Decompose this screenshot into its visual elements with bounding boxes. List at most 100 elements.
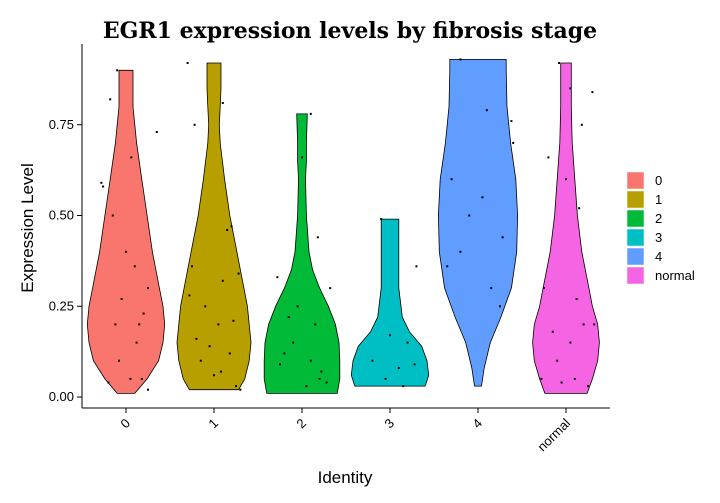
data-point-0-5 <box>147 287 149 290</box>
data-point-normal-15 <box>575 298 578 300</box>
data-point-4-11 <box>450 178 453 181</box>
data-point-normal-12 <box>587 385 589 388</box>
data-point-3-6 <box>413 363 416 366</box>
legend-swatch-1 <box>626 190 645 209</box>
data-point-4-4 <box>501 236 504 239</box>
y-axis-ticks: 0.00 0.25 0.50 0.75 <box>49 117 82 404</box>
data-point-normal-9 <box>556 359 559 362</box>
data-point-2-1 <box>301 156 303 159</box>
data-point-normal-16 <box>560 381 563 384</box>
violin-3 <box>350 218 430 387</box>
x-tick-label-3: 3 <box>381 416 397 432</box>
data-point-2-15 <box>325 381 328 384</box>
data-point-0-15 <box>129 377 132 380</box>
data-point-0-4 <box>142 312 145 315</box>
data-point-4-0 <box>459 58 462 61</box>
data-point-1-0 <box>186 62 189 64</box>
legend-label-4: 4 <box>655 249 662 264</box>
data-point-2-8 <box>309 359 312 362</box>
legend-label-0: 0 <box>655 173 662 188</box>
data-point-2-5 <box>296 305 299 308</box>
violin-normal <box>532 62 600 394</box>
violin-1 <box>176 62 252 391</box>
data-point-normal-3 <box>591 91 594 94</box>
legend-swatch-2 <box>626 209 645 228</box>
data-point-normal-5 <box>565 178 567 181</box>
data-point-4-5 <box>459 250 462 253</box>
x-axis-title: Identity <box>318 468 373 487</box>
x-tick-label-2: 2 <box>293 416 309 432</box>
data-point-1-12 <box>208 345 211 348</box>
data-point-4-6 <box>490 287 493 290</box>
data-point-0-10 <box>138 323 141 326</box>
data-point-2-6 <box>314 323 317 326</box>
data-point-normal-17 <box>593 323 596 326</box>
x-tick-label-1: 1 <box>205 416 221 432</box>
data-point-4-8 <box>468 214 471 217</box>
data-point-2-9 <box>292 341 295 344</box>
data-point-1-10 <box>199 359 202 362</box>
data-point-0-0 <box>100 181 103 184</box>
data-point-0-16 <box>140 377 143 380</box>
data-point-2-14 <box>287 316 290 319</box>
data-point-0-8 <box>120 298 123 300</box>
violin-0 <box>86 69 166 394</box>
data-point-1-11 <box>220 370 222 373</box>
y-axis-title: Expression Level <box>18 163 37 292</box>
data-point-0-2 <box>155 131 158 133</box>
data-point-1-13 <box>235 385 237 388</box>
data-point-1-8 <box>237 272 240 275</box>
data-point-3-4 <box>371 359 374 362</box>
data-point-normal-8 <box>582 323 585 326</box>
data-point-normal-11 <box>540 377 543 380</box>
data-point-2-11 <box>279 363 281 366</box>
data-point-normal-0 <box>558 62 560 64</box>
x-axis-ticks: 0 1 2 3 4 normal <box>117 408 573 454</box>
data-point-0-19 <box>147 388 149 391</box>
data-point-normal-14 <box>551 330 554 333</box>
data-point-3-8 <box>402 385 405 388</box>
chart-title: EGR1 expression levels by fibrosis stage <box>103 18 597 44</box>
data-point-1-1 <box>221 102 224 104</box>
data-point-1-6 <box>217 323 220 326</box>
data-point-3-3 <box>406 341 409 344</box>
data-point-0-12 <box>133 265 136 268</box>
data-point-normal-10 <box>573 377 576 380</box>
data-point-normal-1 <box>580 123 583 126</box>
data-point-2-12 <box>305 385 308 388</box>
legend-swatch-0 <box>626 171 645 190</box>
legend-label-3: 3 <box>655 230 662 245</box>
data-point-4-3 <box>446 265 449 268</box>
data-point-0-9 <box>114 323 117 326</box>
legend-swatch-normal <box>626 266 645 285</box>
data-point-normal-13 <box>569 341 572 344</box>
data-point-2-4 <box>329 287 332 290</box>
data-point-4-2 <box>510 120 513 123</box>
legend-swatch-3 <box>626 228 645 247</box>
data-point-3-7 <box>384 377 387 380</box>
y-tick-label-3: 0.75 <box>49 117 74 132</box>
data-point-4-1 <box>485 109 488 112</box>
data-point-1-5 <box>204 305 207 308</box>
data-point-2-13 <box>320 370 323 373</box>
data-point-2-2 <box>316 236 319 239</box>
x-tick-label-normal: normal <box>534 415 573 454</box>
data-point-1-17 <box>228 352 231 355</box>
violin-layer <box>86 59 600 394</box>
data-point-0-14 <box>118 359 120 362</box>
legend-label-1: 1 <box>655 192 662 207</box>
data-point-4-7 <box>481 196 484 199</box>
data-point-1-14 <box>188 294 191 297</box>
y-tick-label-2: 0.50 <box>49 208 74 223</box>
data-point-2-7 <box>283 352 286 355</box>
data-point-4-9 <box>499 305 501 308</box>
data-point-0-18 <box>135 341 138 344</box>
violin-4 <box>437 59 519 387</box>
y-tick-label-1: 0.25 <box>49 298 74 313</box>
data-point-4-10 <box>512 141 515 144</box>
data-point-1-18 <box>195 337 198 340</box>
data-point-0-11 <box>125 250 127 253</box>
legend-label-2: 2 <box>655 211 662 226</box>
data-point-0-7 <box>130 156 133 159</box>
